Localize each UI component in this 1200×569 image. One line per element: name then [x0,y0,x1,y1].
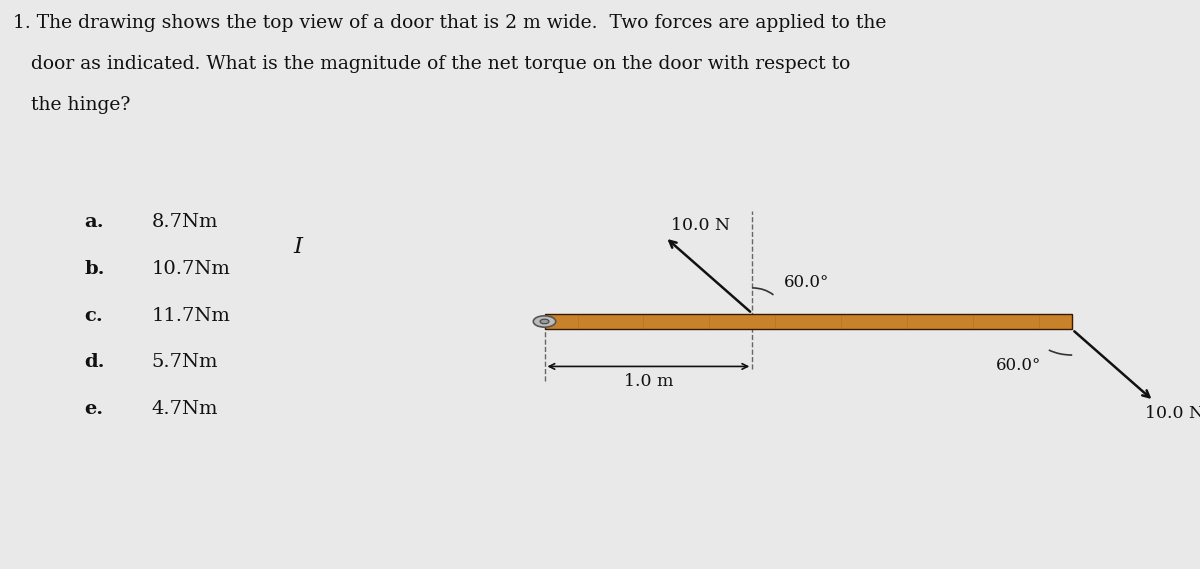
Text: 60.0°: 60.0° [784,274,829,291]
Text: I: I [293,236,302,258]
Text: 4.7Nm: 4.7Nm [151,400,218,418]
Text: 8.7Nm: 8.7Nm [151,213,218,232]
Circle shape [540,319,550,324]
Text: c.: c. [84,307,103,325]
Text: 5.7Nm: 5.7Nm [151,353,218,372]
Text: 10.0 N: 10.0 N [671,217,730,234]
Text: b.: b. [84,260,104,278]
Bar [545,314,1073,329]
Circle shape [533,316,556,327]
Text: door as indicated. What is the magnitude of the net torque on the door with resp: door as indicated. What is the magnitude… [13,55,851,73]
Text: 11.7Nm: 11.7Nm [151,307,230,325]
Text: d.: d. [84,353,104,372]
Text: 10.7Nm: 10.7Nm [151,260,230,278]
Text: the hinge?: the hinge? [13,96,131,114]
Text: 60.0°: 60.0° [996,357,1042,374]
Text: a.: a. [84,213,104,232]
Text: e.: e. [84,400,103,418]
Text: 1.0 m: 1.0 m [624,373,673,390]
Text: 10.0 N: 10.0 N [1145,406,1200,422]
Text: 1. The drawing shows the top view of a door that is 2 m wide.  Two forces are ap: 1. The drawing shows the top view of a d… [13,14,887,32]
